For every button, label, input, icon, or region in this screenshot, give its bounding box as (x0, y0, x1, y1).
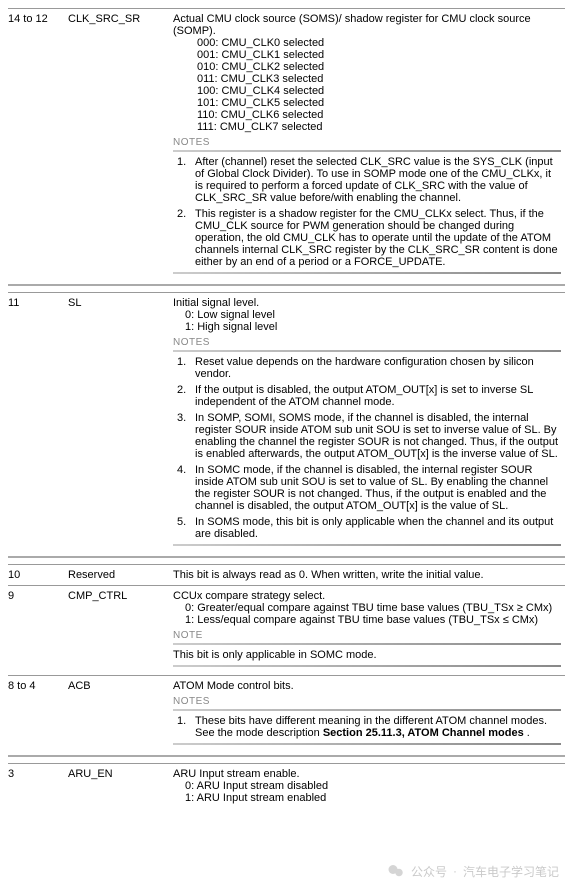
note-row: 1. After (channel) reset the selected CL… (173, 156, 561, 204)
register-field-row: 11 SL Initial signal level. 0: Low signa… (8, 292, 565, 558)
note-text: In SOMC mode, if the channel is disabled… (195, 464, 561, 512)
option: 110: CMU_CLK6 selected (197, 109, 561, 121)
field-name: CMP_CTRL (68, 590, 173, 671)
notes-label: NOTES (173, 137, 561, 148)
field-description: Actual CMU clock source (SOMS)/ shadow r… (173, 13, 561, 37)
field-description-block: Initial signal level. 0: Low signal leve… (173, 297, 565, 550)
divider (173, 743, 561, 745)
field-name: CLK_SRC_SR (68, 13, 173, 278)
field-description: ARU Input stream enable. (173, 768, 561, 780)
divider (173, 272, 561, 274)
option: 111: CMU_CLK7 selected (197, 121, 561, 133)
section-reference: Section 25.11.3, ATOM Channel modes (323, 727, 524, 739)
note-row: 3. In SOMP, SOMI, SOMS mode, if the chan… (173, 412, 561, 460)
note-number: 1. (173, 356, 195, 380)
field-description: CCUx compare strategy select. (173, 590, 561, 602)
note-label: NOTE (173, 630, 561, 641)
option: 100: CMU_CLK4 selected (197, 85, 561, 97)
option: 0: Low signal level (185, 309, 561, 321)
bits-column: 9 (8, 590, 68, 671)
field-name: ARU_EN (68, 768, 173, 804)
notes-label: NOTES (173, 696, 561, 707)
note-text: In SOMS mode, this bit is only applicabl… (195, 516, 561, 540)
note-number: 1. (173, 715, 195, 739)
note-number: 2. (173, 208, 195, 268)
field-name: ACB (68, 680, 173, 749)
bits-column: 8 to 4 (8, 680, 68, 749)
register-field-row: 14 to 12 CLK_SRC_SR Actual CMU clock sou… (8, 8, 565, 286)
option: 0: ARU Input stream disabled (185, 780, 561, 792)
field-description: This bit is always read as 0. When writt… (173, 569, 565, 581)
field-description-block: Actual CMU clock source (SOMS)/ shadow r… (173, 13, 565, 278)
field-options: 000: CMU_CLK0 selected 001: CMU_CLK1 sel… (173, 37, 561, 133)
option: 101: CMU_CLK5 selected (197, 97, 561, 109)
register-field-row: 9 CMP_CTRL CCUx compare strategy select.… (8, 585, 565, 675)
register-field-row: 3 ARU_EN ARU Input stream enable. 0: ARU… (8, 763, 565, 808)
field-description-block: ATOM Mode control bits. NOTES 1. These b… (173, 680, 565, 749)
field-description: Initial signal level. (173, 297, 561, 309)
field-options: 0: Greater/equal compare against TBU tim… (173, 602, 561, 626)
bits-column: 14 to 12 (8, 13, 68, 278)
note-row: 2. This register is a shadow register fo… (173, 208, 561, 268)
divider (173, 643, 561, 645)
field-options: 0: ARU Input stream disabled 1: ARU Inpu… (173, 780, 561, 804)
note-number: 3. (173, 412, 195, 460)
note-number: 2. (173, 384, 195, 408)
divider (173, 150, 561, 152)
option: 1: Less/equal compare against TBU time b… (185, 614, 561, 626)
option: 010: CMU_CLK2 selected (197, 61, 561, 73)
bits-column: 10 (8, 569, 68, 581)
note-row: 1. These bits have different meaning in … (173, 715, 561, 739)
field-options: 0: Low signal level 1: High signal level (173, 309, 561, 333)
field-name: SL (68, 297, 173, 550)
watermark: 公众号 · 汽车电子学习笔记 (387, 862, 559, 880)
field-name: Reserved (68, 569, 173, 581)
note-text: These bits have different meaning in the… (195, 715, 561, 739)
note-row: 2. If the output is disabled, the output… (173, 384, 561, 408)
field-description: ATOM Mode control bits. (173, 680, 561, 692)
watermark-source: 公众号 (411, 863, 447, 880)
option: 000: CMU_CLK0 selected (197, 37, 561, 49)
watermark-separator: · (453, 864, 457, 878)
divider (173, 350, 561, 352)
register-field-row: 8 to 4 ACB ATOM Mode control bits. NOTES… (8, 675, 565, 757)
bits-column: 11 (8, 297, 68, 550)
divider (173, 544, 561, 546)
note-number: 1. (173, 156, 195, 204)
note-text: If the output is disabled, the output AT… (195, 384, 561, 408)
option: 001: CMU_CLK1 selected (197, 49, 561, 61)
field-description-block: CCUx compare strategy select. 0: Greater… (173, 590, 565, 671)
note-text: In SOMP, SOMI, SOMS mode, if the channel… (195, 412, 561, 460)
note-text: This register is a shadow register for t… (195, 208, 561, 268)
note-row: 1. Reset value depends on the hardware c… (173, 356, 561, 380)
note-row: 4. In SOMC mode, if the channel is disab… (173, 464, 561, 512)
wechat-icon (387, 862, 405, 880)
note-number: 5. (173, 516, 195, 540)
field-description-block: ARU Input stream enable. 0: ARU Input st… (173, 768, 565, 804)
option: 1: ARU Input stream enabled (185, 792, 561, 804)
divider (173, 665, 561, 667)
watermark-name: 汽车电子学习笔记 (463, 863, 559, 880)
divider (173, 709, 561, 711)
option: 1: High signal level (185, 321, 561, 333)
register-field-row: 10 Reserved This bit is always read as 0… (8, 564, 565, 585)
note-text: After (channel) reset the selected CLK_S… (195, 156, 561, 204)
note-row: 5. In SOMS mode, this bit is only applic… (173, 516, 561, 540)
note-number: 4. (173, 464, 195, 512)
single-note: This bit is only applicable in SOMC mode… (173, 649, 561, 661)
bits-column: 3 (8, 768, 68, 804)
option: 0: Greater/equal compare against TBU tim… (185, 602, 561, 614)
option: 011: CMU_CLK3 selected (197, 73, 561, 85)
notes-label: NOTES (173, 337, 561, 348)
note-text: Reset value depends on the hardware conf… (195, 356, 561, 380)
